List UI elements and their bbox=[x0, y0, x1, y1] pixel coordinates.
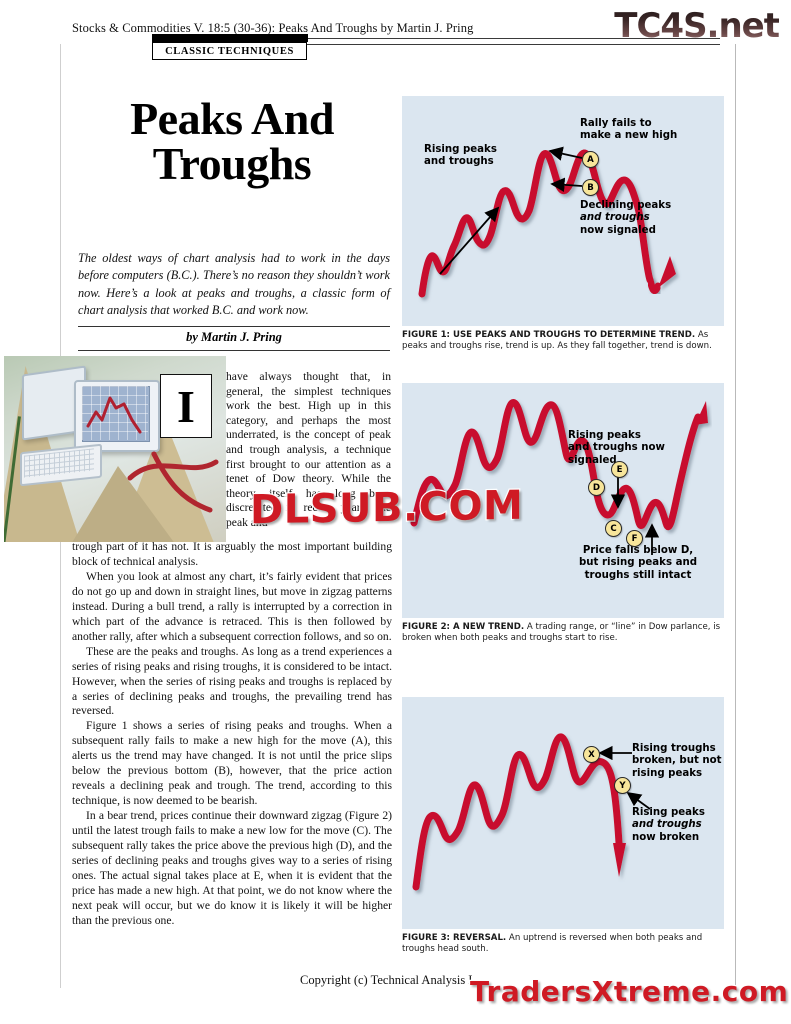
figure-3: Rising troughs broken, but not rising pe… bbox=[402, 697, 724, 956]
figure-2: Rising peaks and troughs now signaled Pr… bbox=[402, 383, 724, 645]
illustration-screen-grid bbox=[82, 386, 148, 440]
figure-1-badge-b: B bbox=[582, 179, 599, 196]
tc4s-site-logo: TC4S.net bbox=[614, 6, 780, 46]
figure-2-caption-body: A trading range, or “line” in Dow parlan… bbox=[402, 622, 721, 644]
header-rule-second bbox=[152, 44, 720, 45]
copyright-line: Copyright (c) Technical Analysis I bbox=[300, 973, 473, 987]
kicker-black-bar bbox=[152, 34, 308, 42]
figure-3-badge-x: X bbox=[583, 746, 600, 763]
page-title: Peaks And Troughs bbox=[76, 93, 388, 190]
figure-1-chart: Rising peaks and troughs Rally fails to … bbox=[402, 96, 724, 326]
figure-1-caption-body: As peaks and troughs rise, trend is up. … bbox=[402, 330, 712, 352]
figure-2-plot bbox=[410, 399, 708, 555]
figure-2-badge-c: C bbox=[605, 520, 622, 537]
body-paragraph-2: When you look at almost any chart, it’s … bbox=[72, 569, 392, 643]
figure-3-badge-y: Y bbox=[614, 777, 631, 794]
dlsub-watermark: DLSUB.COM bbox=[249, 481, 525, 534]
drop-cap: I bbox=[160, 374, 212, 438]
body-text-narrow: have always thought that, in general, th… bbox=[226, 370, 391, 531]
figure-2-badge-d: D bbox=[588, 479, 605, 496]
illustration-red-ribbon bbox=[127, 451, 219, 513]
figure-1-annotation-rally-fails: Rally fails to make a new high bbox=[580, 118, 678, 142]
title-line-1: Peaks And bbox=[130, 93, 334, 144]
source-line: Stocks & Commodities V. 18:5 (30-36): Pe… bbox=[72, 21, 474, 35]
body-paragraph-3: These are the peaks and troughs. As long… bbox=[72, 644, 392, 718]
figure-2-badge-f: F bbox=[626, 530, 643, 547]
figure-1-caption-label: FIGURE 1: USE PEAKS AND TROUGHS TO DETER… bbox=[402, 330, 696, 340]
body-narrow-paragraph: have always thought that, in general, th… bbox=[226, 370, 391, 529]
figure-2-caption-label: FIGURE 2: A NEW TREND. bbox=[402, 622, 525, 632]
figure-1-badge-a: A bbox=[582, 151, 599, 168]
tradersxtreme-watermark: TradersXtreme.com bbox=[469, 974, 789, 1009]
figure-3-plot bbox=[412, 733, 651, 891]
figure-2-chart: Rising peaks and troughs now signaled Pr… bbox=[402, 383, 724, 618]
figure-1-annotation-rising-peaks: Rising peaks and troughs bbox=[424, 144, 497, 168]
figure-3-annotation-rising-peaks-broken: Rising peaks and troughs now broken bbox=[632, 807, 705, 843]
title-line-2: Troughs bbox=[152, 138, 312, 190]
figure-3-annotation-rising-troughs-broken: Rising troughs broken, but not rising pe… bbox=[632, 743, 722, 779]
figure-2-annotation-rising-peaks-signaled: Rising peaks and troughs now signaled bbox=[568, 430, 665, 466]
figure-1-plot bbox=[418, 146, 676, 298]
figure-3-caption: FIGURE 3: REVERSAL. An uptrend is revers… bbox=[402, 933, 724, 956]
article-deck: The oldest ways of chart analysis had to… bbox=[78, 251, 390, 318]
page-rule-right bbox=[735, 44, 736, 988]
figure-1-caption: FIGURE 1: USE PEAKS AND TROUGHS TO DETER… bbox=[402, 330, 724, 353]
body-text-wide: trough part of it has not. It is arguabl… bbox=[72, 540, 392, 929]
byline-rule-top bbox=[78, 326, 390, 327]
header-rule-top bbox=[152, 38, 720, 39]
body-paragraph-4: Figure 1 shows a series of rising peaks … bbox=[72, 719, 392, 808]
section-kicker: CLASSIC TECHNIQUES bbox=[152, 42, 307, 60]
article-illustration bbox=[4, 356, 226, 542]
illustration-screen-chart-line bbox=[86, 396, 142, 434]
figure-1: Rising peaks and troughs Rally fails to … bbox=[402, 96, 724, 353]
figure-3-chart: Rising troughs broken, but not rising pe… bbox=[402, 697, 724, 929]
body-paragraph-5: In a bear trend, prices continue their d… bbox=[72, 809, 392, 927]
figure-2-caption: FIGURE 2: A NEW TREND. A trading range, … bbox=[402, 622, 724, 645]
body-paragraph-1: trough part of it has not. It is arguabl… bbox=[72, 540, 392, 568]
byline: by Martin J. Pring bbox=[186, 330, 282, 344]
figure-1-annotation-declining-peaks: Declining peaks and troughs now signaled bbox=[580, 200, 672, 236]
figure-2-badge-e: E bbox=[611, 461, 628, 478]
figure-3-caption-label: FIGURE 3: REVERSAL. bbox=[402, 933, 507, 943]
figure-2-annotation-price-falls-below-d: Price falls below D, but rising peaks an… bbox=[578, 545, 697, 581]
byline-rule-bottom bbox=[78, 350, 390, 351]
figure-3-caption-body: An uptrend is reversed when both peaks a… bbox=[402, 933, 703, 955]
